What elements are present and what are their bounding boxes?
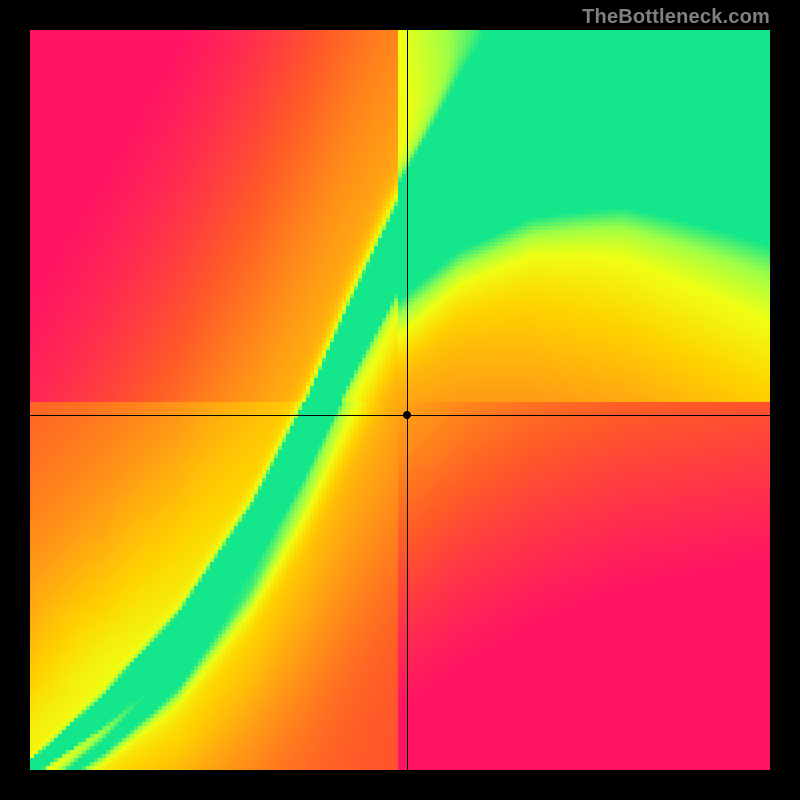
chart-frame: TheBottleneck.com bbox=[0, 0, 800, 800]
heatmap-canvas bbox=[30, 30, 770, 770]
watermark-text: TheBottleneck.com bbox=[582, 6, 770, 29]
crosshair-dot bbox=[403, 411, 411, 419]
plot-area bbox=[30, 30, 770, 770]
crosshair-vertical bbox=[407, 30, 408, 770]
crosshair-horizontal bbox=[30, 415, 770, 416]
